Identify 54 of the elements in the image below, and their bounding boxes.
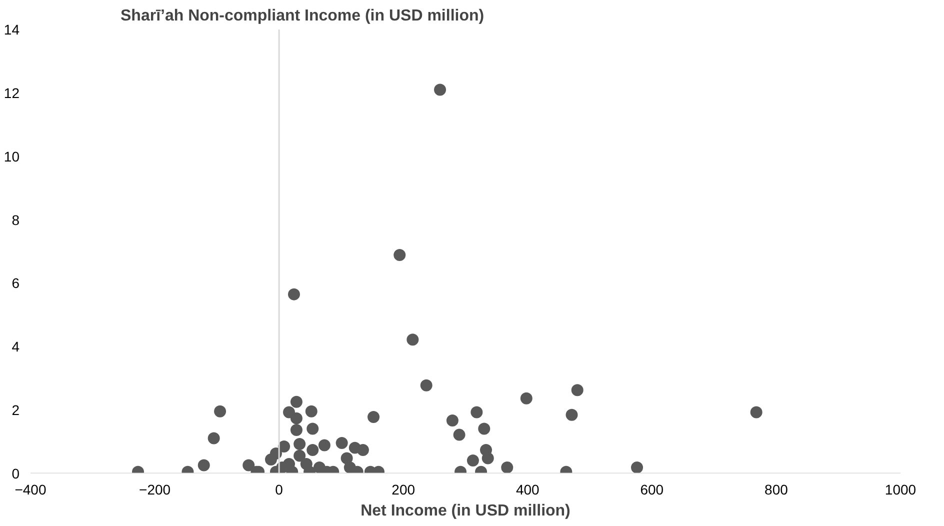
point xyxy=(520,392,532,404)
point xyxy=(283,406,296,418)
point xyxy=(336,437,348,450)
point xyxy=(306,422,319,435)
point xyxy=(434,84,446,96)
y-axis-title: Sharīʼah Non-compliant Income (in USD million) xyxy=(120,8,484,24)
point xyxy=(214,405,226,418)
point xyxy=(306,444,319,456)
point xyxy=(501,461,514,474)
x-tick-label: 1000 xyxy=(884,482,916,498)
point xyxy=(470,406,483,418)
point xyxy=(356,444,369,456)
x-tick-label: 800 xyxy=(764,482,788,498)
point xyxy=(478,422,490,435)
point xyxy=(631,461,644,474)
y-tick-label: 10 xyxy=(4,148,20,164)
x-tick-label: 600 xyxy=(640,482,664,498)
point xyxy=(208,432,220,444)
point xyxy=(198,459,210,472)
point xyxy=(294,450,306,462)
point xyxy=(242,459,255,472)
y-tick-label: 14 xyxy=(4,22,20,38)
y-tick-label: 2 xyxy=(12,402,20,418)
x-tick-label: 0 xyxy=(275,482,284,498)
x-tick-label: −200 xyxy=(139,482,171,498)
x-tick-label: −400 xyxy=(14,482,46,498)
point xyxy=(446,414,458,427)
point xyxy=(305,405,318,418)
y-tick-label: 0 xyxy=(12,466,20,482)
point xyxy=(290,412,302,424)
point xyxy=(466,454,479,466)
x-tick-label: 400 xyxy=(516,482,540,498)
x-axis-title: Net Income (in USD million) xyxy=(360,502,570,520)
point xyxy=(420,379,432,392)
point xyxy=(368,411,380,424)
y-tick-label: 6 xyxy=(12,275,20,292)
x-tick-label: 200 xyxy=(392,482,416,498)
point xyxy=(288,288,300,300)
point xyxy=(566,408,578,421)
point xyxy=(750,406,762,418)
point xyxy=(290,424,302,436)
point xyxy=(313,461,326,474)
point xyxy=(290,396,302,408)
y-tick-label: 8 xyxy=(12,212,20,228)
point xyxy=(453,428,466,441)
point xyxy=(294,438,306,450)
y-tick-label: 12 xyxy=(4,84,20,101)
point xyxy=(482,452,494,464)
point xyxy=(318,439,330,452)
point xyxy=(394,249,406,261)
point xyxy=(571,384,584,396)
y-tick-label: 4 xyxy=(12,338,20,355)
point xyxy=(406,334,419,346)
point xyxy=(264,454,277,466)
